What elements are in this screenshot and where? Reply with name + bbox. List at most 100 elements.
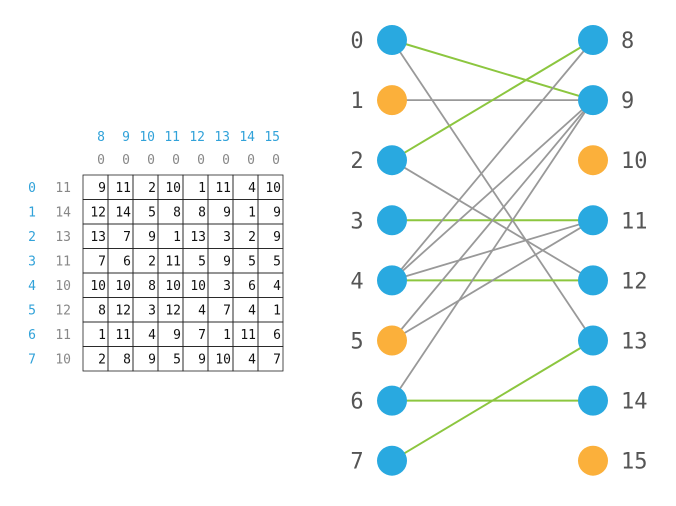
matrix-cell: 11 xyxy=(240,328,256,343)
column-index: 14 xyxy=(239,130,255,145)
row-index: 3 xyxy=(28,255,36,270)
column-potential: 0 xyxy=(97,153,105,168)
right-node xyxy=(578,265,608,296)
matrix-cell: 2 xyxy=(248,230,256,245)
matrix-cell: 9 xyxy=(148,353,156,368)
matrix-cell: 7 xyxy=(223,304,231,319)
matrix-cell: 4 xyxy=(248,353,256,368)
column-index: 12 xyxy=(189,130,205,145)
right-node-label: 13 xyxy=(621,330,648,355)
edge xyxy=(391,219,594,342)
column-index: 15 xyxy=(264,130,280,145)
column-potential: 0 xyxy=(197,153,205,168)
matrix-cell: 2 xyxy=(148,255,156,270)
matrix-cell: 5 xyxy=(173,353,181,368)
row-potential: 12 xyxy=(55,304,71,319)
left-node xyxy=(377,445,407,476)
right-node-label: 14 xyxy=(621,390,648,415)
matrix-cell: 9 xyxy=(273,206,281,221)
matrix-cell: 3 xyxy=(223,230,231,245)
left-node-label: 3 xyxy=(350,209,363,234)
matrix-cell: 10 xyxy=(165,279,181,294)
right-node-label: 15 xyxy=(621,450,648,475)
row-potential: 13 xyxy=(55,230,71,245)
column-potential: 0 xyxy=(147,153,155,168)
left-node-label: 6 xyxy=(350,390,363,415)
row-potential: 10 xyxy=(55,353,71,368)
matrix-cell: 1 xyxy=(248,206,256,221)
right-node xyxy=(578,205,608,236)
edge xyxy=(391,99,594,342)
matrix-cell: 9 xyxy=(223,206,231,221)
row-index: 1 xyxy=(28,206,36,221)
column-potential: 0 xyxy=(122,153,130,168)
column-index: 13 xyxy=(214,130,230,145)
row-potential: 11 xyxy=(55,328,71,343)
right-node xyxy=(578,145,608,176)
left-node xyxy=(377,205,407,236)
matrix-cell: 13 xyxy=(90,230,106,245)
row-potential: 11 xyxy=(55,181,71,196)
column-index: 10 xyxy=(139,130,155,145)
matrix-cell: 8 xyxy=(173,206,181,221)
matrix-cell: 11 xyxy=(165,255,181,270)
matrix-cell: 6 xyxy=(123,255,131,270)
right-node xyxy=(578,385,608,416)
left-node-label: 1 xyxy=(350,89,363,114)
matched-edge xyxy=(391,339,594,462)
left-node xyxy=(377,145,407,176)
left-node xyxy=(377,25,407,55)
matrix-cell: 3 xyxy=(223,279,231,294)
matrix-cell: 11 xyxy=(115,181,131,196)
matrix-cell: 2 xyxy=(148,181,156,196)
left-node xyxy=(377,325,407,356)
right-node-label: 12 xyxy=(621,269,648,294)
matrix-cell: 5 xyxy=(273,255,281,270)
matrix-cell: 4 xyxy=(248,304,256,319)
matrix-cell: 7 xyxy=(198,328,206,343)
matrix-cell: 10 xyxy=(215,353,231,368)
matrix-cell: 12 xyxy=(165,304,181,319)
matrix-cell: 1 xyxy=(273,304,281,319)
matrix-cell: 5 xyxy=(198,255,206,270)
matrix-cell: 5 xyxy=(148,206,156,221)
left-node-label: 5 xyxy=(350,330,363,355)
row-index: 4 xyxy=(28,279,36,294)
right-node-label: 8 xyxy=(621,29,634,54)
left-node xyxy=(377,85,407,116)
row-index: 2 xyxy=(28,230,36,245)
matrix-cell: 9 xyxy=(98,181,106,196)
right-node-label: 10 xyxy=(621,149,648,174)
matrix-cell: 10 xyxy=(90,279,106,294)
matrix-cell: 9 xyxy=(173,328,181,343)
matrix-cell: 13 xyxy=(190,230,206,245)
matrix-cell: 5 xyxy=(248,255,256,270)
matrix-cell: 10 xyxy=(265,181,281,196)
matrix-cell: 7 xyxy=(98,255,106,270)
matrix-cell: 8 xyxy=(148,279,156,294)
matrix-cell: 4 xyxy=(198,304,206,319)
matrix-cell: 1 xyxy=(98,328,106,343)
matrix-cell: 8 xyxy=(98,304,106,319)
right-node xyxy=(578,445,608,476)
row-index: 5 xyxy=(28,304,36,319)
left-node-label: 2 xyxy=(350,149,363,174)
matrix-cell: 4 xyxy=(248,181,256,196)
column-potential: 0 xyxy=(172,153,180,168)
matrix-cell: 1 xyxy=(173,230,181,245)
left-node xyxy=(377,265,407,296)
row-index: 6 xyxy=(28,328,36,343)
matrix-cell: 10 xyxy=(165,181,181,196)
matrix-cell: 6 xyxy=(248,279,256,294)
matrix-cell-border xyxy=(257,346,284,372)
column-index: 11 xyxy=(164,130,180,145)
left-node-label: 0 xyxy=(350,29,363,54)
graph-edges xyxy=(391,39,594,462)
matrix-cell: 10 xyxy=(115,279,131,294)
edge xyxy=(391,99,594,402)
right-node-label: 11 xyxy=(621,209,648,234)
matrix-cell: 8 xyxy=(123,353,131,368)
